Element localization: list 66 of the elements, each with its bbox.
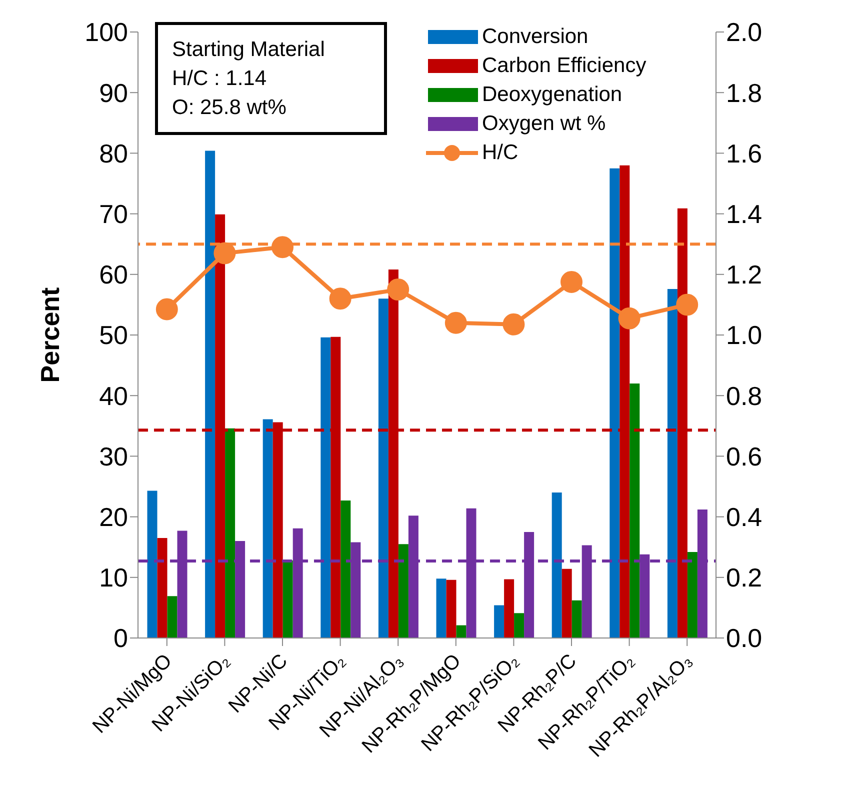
y-tick-label: 80	[99, 138, 128, 168]
point	[618, 307, 640, 330]
point	[676, 294, 698, 316]
bar	[147, 490, 158, 638]
y2-tick-label: 0.4	[726, 502, 762, 532]
point	[560, 270, 582, 293]
legend-label: Oxygen wt %	[482, 111, 606, 137]
bar	[205, 150, 216, 638]
bar	[562, 568, 572, 638]
annotation: O: 25.8 wt%	[172, 95, 288, 121]
annotation: Starting Material	[172, 37, 326, 63]
bar	[494, 605, 504, 638]
legend-label: H/C	[482, 140, 518, 166]
legend-label: Carbon Efficiency	[482, 53, 646, 79]
y2-tick-label: 1.2	[726, 260, 762, 290]
bar	[378, 298, 388, 638]
y-tick-label: 20	[99, 502, 128, 532]
point	[387, 278, 410, 301]
bar	[572, 600, 582, 638]
bar	[514, 613, 524, 638]
point	[444, 312, 467, 334]
y-tick-label: 100	[84, 17, 128, 48]
y2-tick-label: 1.6	[726, 138, 762, 168]
bar	[456, 625, 466, 638]
y-tick-label: 60	[99, 260, 128, 290]
bar	[167, 596, 178, 638]
bar	[610, 168, 620, 638]
bar	[667, 288, 678, 638]
y-axis-title: Percent	[35, 286, 66, 383]
bar	[340, 500, 351, 638]
bar	[398, 544, 408, 638]
point	[272, 236, 294, 258]
y-tick-label: 30	[99, 441, 128, 472]
y-tick-label: 90	[99, 78, 128, 108]
point	[502, 313, 525, 336]
y-tick-label: 0	[114, 623, 128, 654]
y-tick-label: 40	[99, 380, 128, 411]
y-tick-label: 50	[99, 320, 128, 350]
point	[214, 242, 236, 264]
note-box: Starting Material H/C : 1.14 O: 25.8 wt%	[155, 22, 387, 135]
bar	[262, 419, 273, 638]
point	[156, 298, 178, 320]
bar	[687, 552, 698, 638]
bar	[630, 383, 640, 638]
bar	[225, 428, 236, 638]
bar	[504, 579, 514, 638]
legend-label: Conversion	[482, 24, 588, 50]
point	[329, 288, 352, 310]
bar	[436, 578, 446, 638]
bar	[157, 538, 168, 638]
bar	[282, 560, 293, 638]
annotation: H/C : 1.14	[172, 66, 268, 92]
y2-tick-label: 2.0	[726, 17, 762, 48]
y2-tick-label: 1.8	[726, 78, 762, 108]
bar	[320, 337, 331, 638]
bar	[446, 580, 456, 638]
y2-tick-label: 1.4	[726, 199, 762, 230]
bar	[552, 492, 562, 638]
y-tick-label: 10	[99, 562, 128, 593]
y2-tick-label: 0.6	[726, 441, 762, 472]
y2-tick-label: 0.8	[726, 380, 762, 411]
y2-tick-label: 0.0	[726, 623, 762, 654]
legend-label: Deoxygenation	[482, 82, 622, 108]
y2-tick-label: 1.0	[726, 320, 762, 350]
y-tick-label: 70	[99, 199, 128, 230]
y2-tick-label: 0.2	[726, 562, 762, 593]
